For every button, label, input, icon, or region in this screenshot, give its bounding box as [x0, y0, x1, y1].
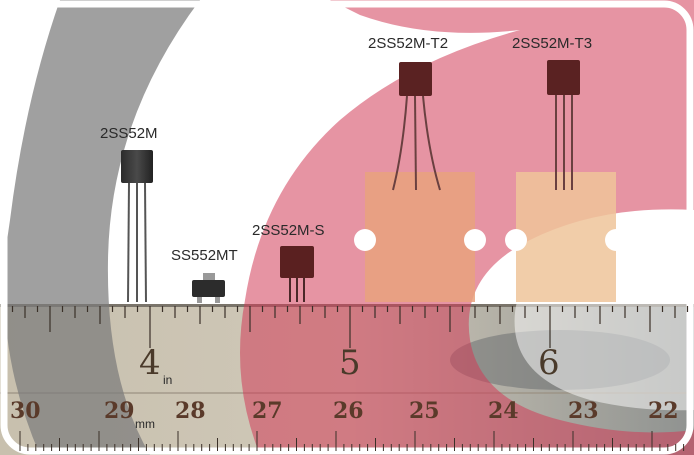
label-2ss52m-s: 2SS52M-S: [252, 222, 325, 239]
mm-unit: mm: [135, 417, 155, 431]
mm-ticks: [19, 431, 685, 451]
component-2ss52m-s: [280, 246, 314, 302]
mm-number-30: 30: [10, 398, 41, 424]
mm-number-28: 28: [175, 398, 206, 424]
watermark-gray-arc: [4, 0, 201, 455]
mm-number-25: 25: [409, 398, 440, 424]
tape-strip-left: [354, 172, 486, 302]
inch-unit: in: [163, 373, 173, 387]
label-ss552mt: SS552MT: [171, 247, 238, 264]
label-2ss52m-t2: 2SS52M-T2: [368, 35, 449, 52]
inch-number-6: 6: [538, 343, 560, 383]
mm-number-26: 26: [333, 398, 364, 424]
mm-number-24: 24: [488, 398, 519, 424]
label-2ss52m: 2SS52M: [100, 125, 158, 142]
label-2ss52m-t3: 2SS52M-T3: [512, 35, 593, 52]
tape-strip-right: [505, 172, 627, 302]
mm-number-29: 29: [104, 398, 135, 424]
mm-number-27: 27: [252, 398, 283, 424]
component-2ss52m-t2: [392, 62, 441, 191]
inch-ticks: [11, 306, 689, 348]
component-2ss52m: [121, 150, 153, 303]
mm-number-22: 22: [648, 398, 679, 424]
component-ss552mt: [192, 273, 225, 303]
component-2ss52m-t3: [547, 60, 580, 190]
mm-number-23: 23: [568, 398, 599, 424]
inch-number-4: 4: [139, 343, 161, 383]
inch-number-5: 5: [339, 343, 361, 383]
